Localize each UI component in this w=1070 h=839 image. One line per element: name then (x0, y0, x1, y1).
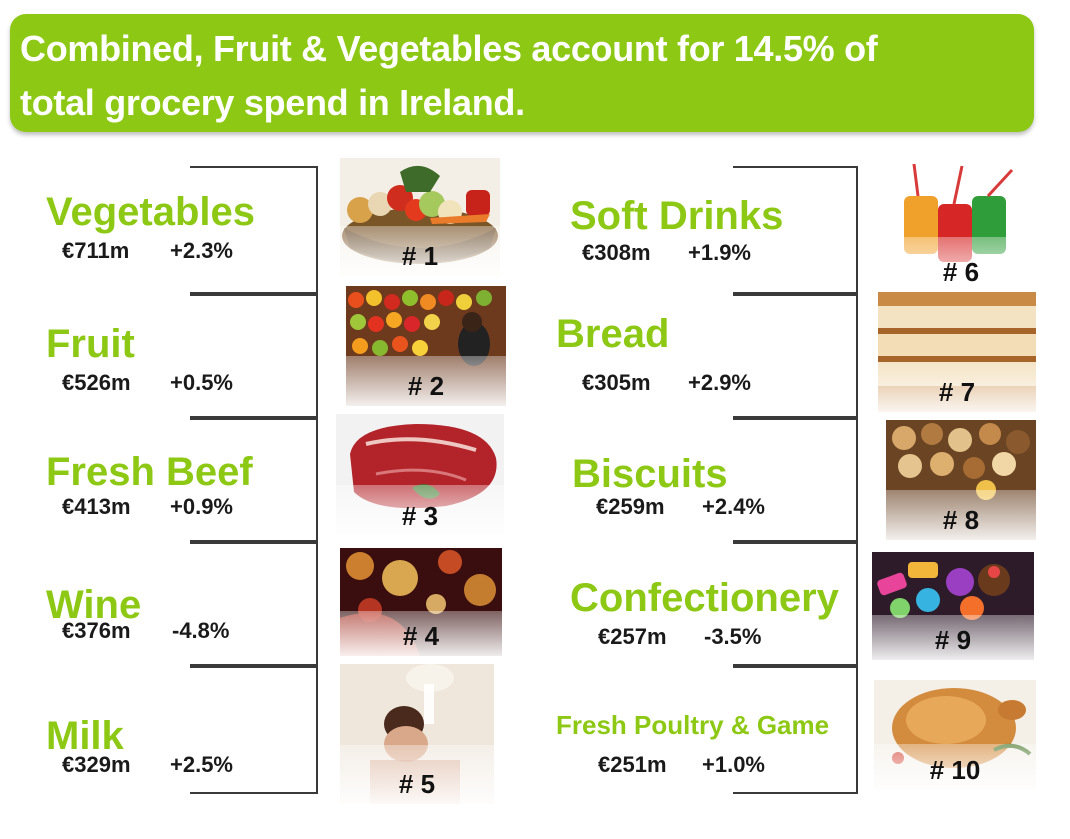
rank-label: # 6 (942, 257, 980, 287)
rank-label: # 7 (938, 377, 976, 407)
bracket (733, 166, 858, 294)
value-vegetables: €711m (62, 238, 130, 263)
value-fresh-poultry-game: €251m (598, 752, 667, 777)
image-fade (874, 743, 1036, 790)
rank-label: # 5 (398, 769, 436, 799)
rank-label: # 10 (929, 755, 981, 785)
image-fade (872, 614, 1034, 660)
bracket (733, 418, 858, 542)
value-wine: €376m (62, 618, 131, 643)
rank-label: # 4 (402, 621, 440, 651)
category-fresh-beef: Fresh Beef (46, 450, 253, 494)
image-fade (888, 236, 1034, 292)
change-fresh-poultry-game: +1.0% (702, 752, 765, 777)
value-soft-drinks: €308m (582, 240, 651, 265)
bracket (190, 666, 318, 794)
bread-photo: # 7 (878, 292, 1036, 412)
value-biscuits: €259m (596, 494, 665, 519)
confectionery-photo: # 9 (872, 552, 1034, 660)
change-soft-drinks: +1.9% (688, 240, 751, 265)
category-bread: Bread (556, 312, 670, 356)
rank-label: # 9 (934, 625, 972, 655)
fruit-photo: # 2 (346, 286, 506, 406)
image-fade (336, 484, 504, 536)
change-wine: -4.8% (172, 618, 230, 643)
category-wine: Wine (46, 583, 142, 627)
bracket (190, 418, 318, 542)
image-fade (878, 361, 1036, 412)
headline-line-2: total grocery spend in Ireland. (20, 82, 525, 123)
headline-banner: Combined, Fruit & Vegetables account for… (10, 14, 1034, 132)
rank-label: # 3 (401, 501, 439, 531)
value-fresh-beef: €413m (62, 494, 131, 519)
image-fade (346, 355, 506, 406)
rank-label: # 8 (942, 505, 980, 535)
bracket (733, 666, 858, 794)
wine-photo: # 4 (340, 548, 502, 656)
change-bread: +2.9% (688, 370, 751, 395)
image-fade (340, 610, 502, 656)
value-fruit: €526m (62, 370, 131, 395)
image-fade (340, 226, 500, 276)
value-confectionery: €257m (598, 624, 667, 649)
bracket (190, 542, 318, 666)
image-fade (886, 489, 1036, 540)
category-vegetables: Vegetables (46, 190, 256, 234)
category-biscuits: Biscuits (572, 452, 728, 496)
biscuits-photo: # 8 (886, 420, 1036, 540)
vegetables-photo: # 1 (340, 158, 500, 276)
change-fruit: +0.5% (170, 370, 233, 395)
image-fade (340, 745, 494, 804)
rank-label: # 1 (401, 241, 439, 271)
change-fresh-beef: +0.9% (170, 494, 233, 519)
bracket (190, 294, 318, 418)
bracket (733, 542, 858, 666)
change-vegetables: +2.3% (170, 238, 233, 263)
change-milk: +2.5% (170, 752, 233, 777)
fresh-beef-photo: # 3 (336, 414, 504, 536)
fresh-poultry-game-photo: # 10 (874, 680, 1036, 790)
category-fruit: Fruit (46, 322, 135, 366)
value-milk: €329m (62, 752, 131, 777)
category-fresh-poultry-game: Fresh Poultry & Game (556, 710, 830, 740)
category-confectionery: Confectionery (570, 576, 839, 620)
rank-label: # 2 (407, 371, 445, 401)
milk-photo: # 5 (340, 664, 494, 804)
value-bread: €305m (582, 370, 651, 395)
change-confectionery: -3.5% (704, 624, 762, 649)
bracket (190, 166, 318, 294)
headline-line-1: Combined, Fruit & Vegetables account for… (20, 28, 878, 69)
category-milk: Milk (46, 714, 124, 758)
change-biscuits: +2.4% (702, 494, 765, 519)
category-soft-drinks: Soft Drinks (570, 194, 784, 238)
soft-drinks-photo: # 6 (888, 160, 1034, 292)
bracket (733, 294, 858, 418)
